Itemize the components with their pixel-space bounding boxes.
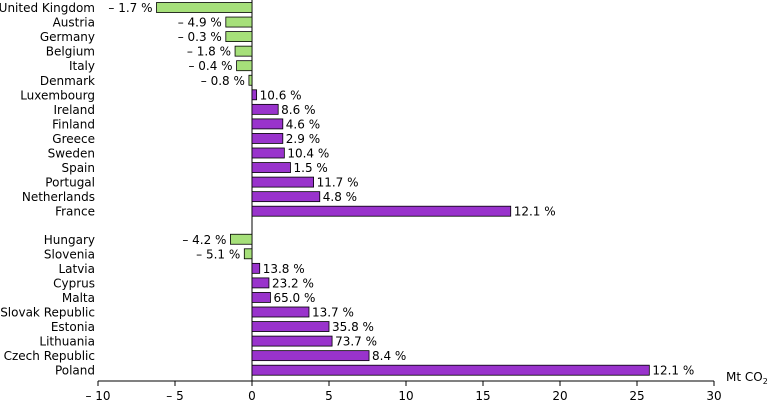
- bar-finland: [251, 118, 284, 130]
- category-label: Italy: [69, 59, 95, 73]
- bar-slovenia: [243, 248, 253, 260]
- category-label: Lithuania: [39, 335, 95, 349]
- bar-italy: [236, 60, 253, 72]
- category-label: Estonia: [51, 320, 95, 334]
- bar-denmark: [248, 74, 253, 86]
- category-label: Ireland: [53, 103, 95, 117]
- category-label: Czech Republic: [4, 349, 95, 363]
- data-label: 23.2 %: [272, 276, 314, 290]
- bar-united-kingdom: [156, 2, 253, 13]
- x-tick-label: – 10: [85, 389, 110, 403]
- bar-slovak-republic: [251, 306, 310, 318]
- data-label: – 1.7 %: [108, 1, 152, 15]
- data-label: 13.8 %: [263, 262, 305, 276]
- x-tick-label: 15: [475, 389, 490, 403]
- bar-germany: [225, 31, 253, 43]
- x-axis-label-text: Mt CO: [726, 370, 763, 384]
- category-label: Germany: [40, 30, 95, 44]
- bar-ireland: [251, 103, 279, 115]
- data-label: 73.7 %: [335, 335, 377, 349]
- category-label: Spain: [61, 161, 95, 175]
- x-tick-label: 5: [325, 389, 333, 403]
- bar-estonia: [251, 321, 330, 332]
- category-label: France: [55, 205, 95, 219]
- bar-cyprus: [251, 277, 270, 289]
- data-label: 12.1 %: [514, 205, 556, 219]
- x-tick-label: 30: [706, 389, 721, 403]
- category-label: Finland: [52, 117, 95, 131]
- bar-portugal: [251, 176, 314, 188]
- x-axis-label-subscript: 2: [763, 377, 768, 386]
- bar-spain: [251, 162, 291, 173]
- bar-france: [251, 205, 512, 217]
- data-label: 13.7 %: [312, 306, 354, 320]
- data-label: 4.8 %: [323, 190, 357, 204]
- category-label: Hungary: [44, 233, 95, 247]
- data-label: 65.0 %: [273, 291, 315, 305]
- x-tick-label: 0: [248, 389, 256, 403]
- category-label: Slovak Republic: [0, 306, 95, 320]
- data-label: – 0.8 %: [201, 74, 245, 88]
- category-label: Luxembourg: [20, 88, 95, 102]
- data-label: – 0.3 %: [178, 30, 222, 44]
- data-label: – 0.4 %: [188, 59, 232, 73]
- x-tick-label: 20: [552, 389, 567, 403]
- bar-sweden: [251, 147, 285, 159]
- category-label: Cyprus: [53, 276, 95, 290]
- bar-belgium: [234, 45, 253, 57]
- data-label: 10.4 %: [287, 147, 329, 161]
- category-label: Denmark: [40, 74, 95, 88]
- bar-austria: [225, 16, 253, 28]
- category-label: Belgium: [46, 45, 95, 59]
- data-label: 12.1 %: [652, 364, 694, 378]
- data-label: 1.5 %: [294, 161, 328, 175]
- category-label: United Kingdom: [0, 1, 95, 15]
- data-label: 2.9 %: [286, 132, 320, 146]
- bar-hungary: [230, 233, 253, 245]
- category-label: Sweden: [48, 147, 95, 161]
- category-label: Latvia: [58, 262, 95, 276]
- category-label: Greece: [52, 132, 95, 146]
- bar-luxembourg: [251, 89, 258, 101]
- x-tick-label: – 5: [166, 389, 183, 403]
- data-label: – 4.9 %: [178, 16, 222, 30]
- data-label: 35.8 %: [332, 320, 374, 334]
- category-label: Poland: [55, 364, 95, 378]
- data-label: 8.4 %: [372, 349, 406, 363]
- category-label: Austria: [53, 16, 95, 30]
- data-label: 8.6 %: [281, 103, 315, 117]
- bar-netherlands: [251, 191, 321, 203]
- data-label: – 1.8 %: [187, 45, 231, 59]
- category-label: Slovenia: [44, 247, 95, 261]
- data-label: 11.7 %: [317, 176, 359, 190]
- bar-poland: [251, 364, 650, 376]
- data-label: – 4.2 %: [182, 233, 226, 247]
- data-label: 4.6 %: [286, 117, 320, 131]
- category-label: Netherlands: [22, 190, 95, 204]
- plot-area: United Kingdom – 1.7 % Austria – 4.9 % Germa…: [0, 0, 722, 403]
- category-label: Malta: [62, 291, 95, 305]
- x-axis-label: Mt CO2: [726, 370, 768, 386]
- bar-czech-republic: [251, 350, 370, 362]
- x-tick-label: 25: [629, 389, 644, 403]
- bar-latvia: [251, 262, 261, 274]
- data-label: – 5.1 %: [196, 247, 240, 261]
- bar-malta: [251, 292, 271, 303]
- data-label: 10.6 %: [260, 88, 302, 102]
- bar-greece: [251, 133, 284, 144]
- bar-lithuania: [251, 335, 333, 347]
- x-tick-label: 10: [398, 389, 413, 403]
- category-label: Portugal: [45, 176, 95, 190]
